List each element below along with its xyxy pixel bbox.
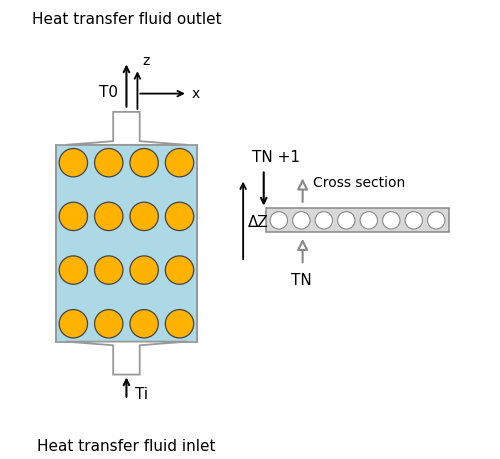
- Circle shape: [94, 309, 123, 338]
- Circle shape: [94, 256, 123, 284]
- Circle shape: [338, 212, 355, 229]
- Circle shape: [405, 212, 422, 229]
- Circle shape: [166, 202, 194, 230]
- Text: T0: T0: [98, 85, 117, 100]
- Polygon shape: [66, 341, 188, 375]
- Circle shape: [270, 212, 287, 229]
- Circle shape: [315, 212, 332, 229]
- Circle shape: [94, 149, 123, 177]
- Circle shape: [130, 309, 158, 338]
- Circle shape: [130, 149, 158, 177]
- Circle shape: [59, 256, 88, 284]
- Circle shape: [130, 256, 158, 284]
- Circle shape: [59, 202, 88, 230]
- Circle shape: [292, 212, 310, 229]
- Bar: [266, 208, 449, 232]
- Circle shape: [59, 309, 88, 338]
- Polygon shape: [66, 112, 188, 145]
- Circle shape: [428, 212, 445, 229]
- Circle shape: [166, 309, 194, 338]
- Circle shape: [166, 256, 194, 284]
- Circle shape: [59, 149, 88, 177]
- Text: TN +1: TN +1: [252, 150, 300, 165]
- Text: ΔZ: ΔZ: [248, 215, 268, 230]
- Text: Ti: Ti: [134, 387, 148, 402]
- Text: TN: TN: [291, 274, 312, 288]
- Text: Cross section: Cross section: [312, 176, 405, 190]
- Circle shape: [360, 212, 378, 229]
- Text: x: x: [192, 87, 200, 101]
- Text: Heat transfer fluid outlet: Heat transfer fluid outlet: [32, 12, 222, 27]
- Text: z: z: [142, 55, 150, 68]
- Circle shape: [166, 149, 194, 177]
- Text: Heat transfer fluid inlet: Heat transfer fluid inlet: [37, 439, 216, 454]
- Bar: [56, 145, 198, 341]
- Circle shape: [130, 202, 158, 230]
- Circle shape: [382, 212, 400, 229]
- Circle shape: [94, 202, 123, 230]
